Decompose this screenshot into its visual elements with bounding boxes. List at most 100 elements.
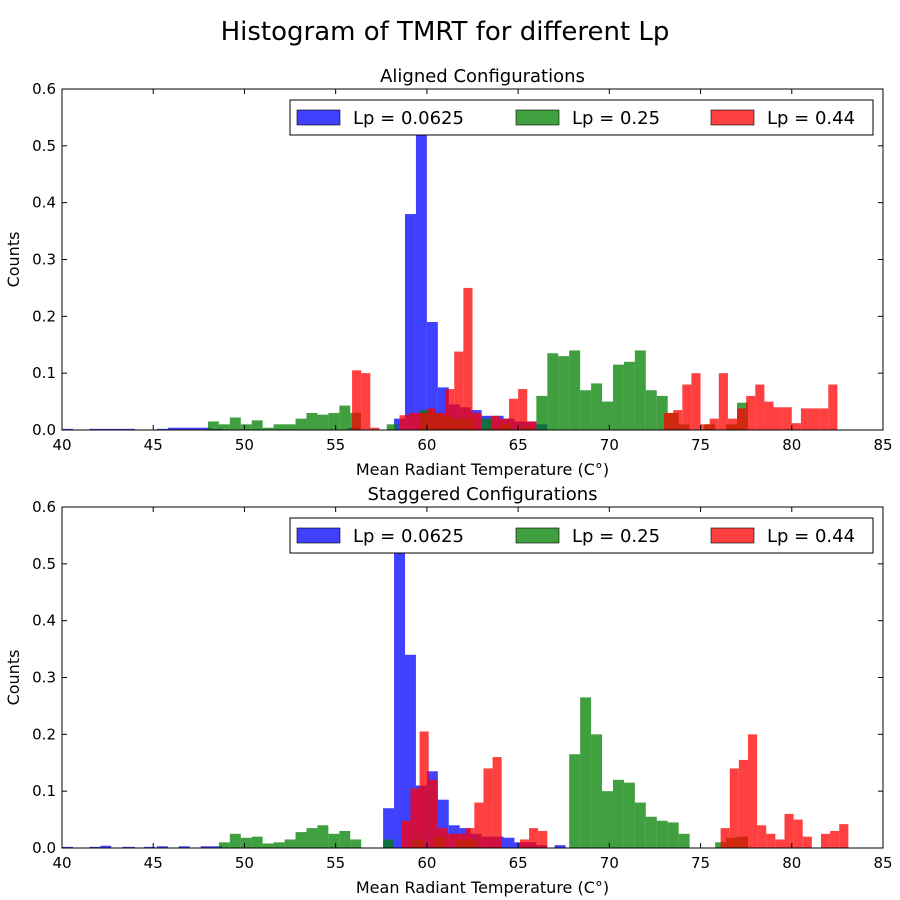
histogram-bar	[718, 373, 728, 430]
histogram-bar	[602, 791, 613, 848]
y-tick-label: 0.0	[32, 839, 56, 857]
histogram-bar	[747, 734, 758, 848]
histogram-bar	[339, 405, 351, 430]
histogram-bar	[591, 734, 603, 848]
histogram-bar	[580, 390, 592, 430]
histogram-bar	[306, 412, 318, 430]
histogram-bar	[737, 408, 747, 430]
histogram-bar	[284, 424, 296, 430]
histogram-bar	[503, 837, 515, 848]
x-tick-label: 40	[52, 436, 71, 454]
panel-title: Aligned Configurations	[380, 66, 585, 87]
y-axis-label: Counts	[4, 232, 23, 288]
histogram-bar	[782, 407, 792, 430]
y-tick-label: 0.6	[32, 498, 56, 516]
histogram-bar	[738, 759, 748, 848]
histogram-bar	[89, 428, 101, 430]
histogram-bar	[793, 819, 803, 848]
x-tick-label: 65	[509, 854, 528, 872]
histogram-bar	[508, 398, 519, 430]
histogram-bar	[317, 414, 329, 430]
histogram-bar	[580, 697, 592, 848]
y-tick-label: 0.6	[32, 80, 56, 98]
histogram-bar	[62, 428, 73, 430]
x-tick-label: 70	[600, 436, 619, 454]
legend-swatch	[710, 109, 755, 126]
legend-swatch	[515, 109, 560, 126]
x-tick-label: 80	[782, 854, 801, 872]
histogram-bar	[773, 407, 783, 430]
histogram-bar	[828, 384, 838, 430]
histogram-bar	[691, 373, 701, 430]
x-tick-label: 45	[144, 854, 163, 872]
figure-suptitle: Histogram of TMRT for different Lp	[221, 17, 670, 47]
x-tick-label: 40	[52, 854, 71, 872]
histogram-bar	[775, 839, 785, 848]
histogram-bar	[352, 370, 362, 430]
histogram-bar	[678, 833, 690, 848]
histogram-bar	[454, 351, 464, 430]
histogram-bar	[554, 845, 566, 848]
histogram-bar	[645, 390, 657, 430]
histogram-bar	[490, 415, 500, 430]
histogram-bar	[273, 424, 285, 430]
histogram-bar	[328, 833, 340, 848]
x-tick-label: 50	[235, 854, 254, 872]
histogram-bar	[251, 836, 263, 848]
histogram-bar	[709, 418, 719, 430]
histogram-bar	[251, 420, 263, 430]
histogram-bar	[408, 412, 418, 430]
histogram-bar	[383, 808, 395, 848]
histogram-bar	[474, 802, 484, 848]
histogram-bar	[766, 833, 776, 848]
histogram-bar	[612, 779, 624, 848]
histogram-bar	[456, 833, 466, 848]
histogram-bar	[720, 828, 730, 848]
histogram-bar	[667, 822, 679, 848]
histogram-bar	[394, 552, 405, 848]
histogram-bar	[536, 395, 548, 430]
histogram-bar	[229, 833, 241, 848]
histogram-bar	[428, 779, 438, 848]
y-axis-label: Counts	[4, 650, 23, 706]
histogram-bar	[62, 846, 73, 848]
histogram-bar	[569, 350, 581, 430]
legend-label: Lp = 0.44	[767, 108, 855, 129]
histogram-bar	[401, 820, 411, 848]
histogram-bar	[284, 839, 296, 848]
bars	[62, 552, 849, 848]
histogram-bar	[445, 389, 455, 430]
x-tick-label: 75	[691, 436, 710, 454]
x-tick-label: 50	[235, 436, 254, 454]
histogram-bar	[218, 842, 230, 848]
histogram-bar	[764, 401, 774, 430]
histogram-bar	[499, 418, 509, 430]
histogram-bar	[218, 424, 230, 430]
y-tick-label: 0.3	[32, 251, 56, 269]
x-tick-label: 60	[417, 436, 436, 454]
histogram-bar	[664, 412, 674, 430]
y-tick-label: 0.1	[32, 364, 56, 382]
histogram-bar	[229, 417, 241, 430]
histogram-bar	[729, 768, 739, 848]
histogram-bar	[481, 418, 493, 430]
histogram-bar	[370, 427, 380, 430]
histogram-bar	[211, 846, 223, 848]
histogram-bar	[156, 846, 168, 848]
histogram-bar	[200, 427, 212, 430]
histogram-bar	[144, 846, 156, 848]
x-tick-label: 80	[782, 436, 801, 454]
histogram-bar	[791, 423, 801, 430]
x-tick-label: 85	[873, 854, 892, 872]
legend-label: Lp = 0.25	[572, 526, 660, 547]
x-axis-label: Mean Radiant Temperature (C°)	[356, 460, 609, 479]
histogram-bar	[810, 408, 820, 430]
x-axis-label: Mean Radiant Temperature (C°)	[356, 878, 609, 897]
aligned-panel: 40 45 50 55 60 65 70 75 80 85 0.0 0.1 0.2 0.3 0.4 0.5 0.…	[4, 66, 893, 479]
y-tick-label: 0.2	[32, 307, 56, 325]
x-tick-label: 45	[144, 436, 163, 454]
histogram-bar	[673, 410, 683, 430]
histogram-bar	[612, 364, 624, 430]
legend: Lp = 0.0625 Lp = 0.25 Lp = 0.44	[289, 99, 874, 136]
